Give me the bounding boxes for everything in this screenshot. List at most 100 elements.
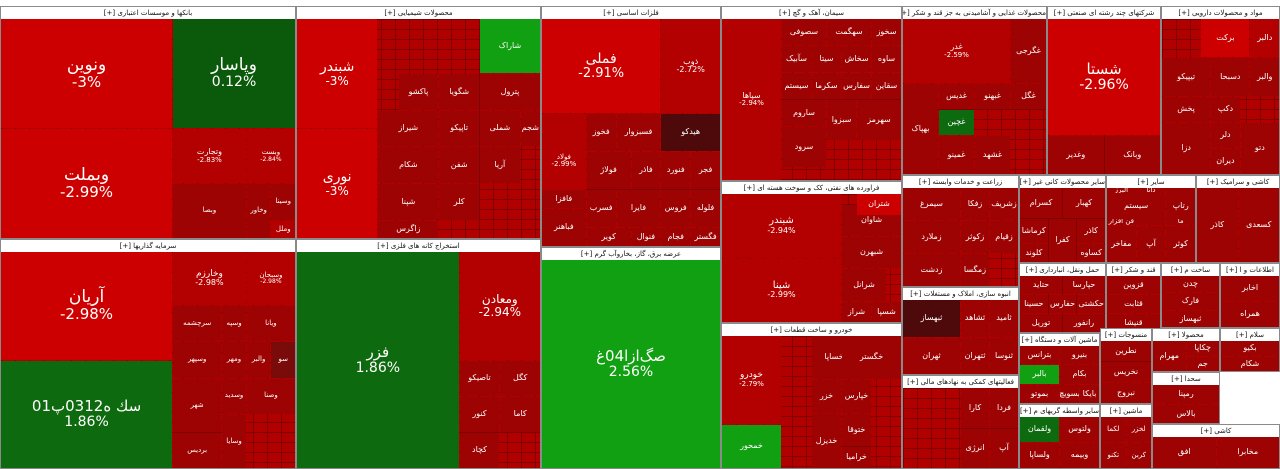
stock-tile[interactable]: غدیس — [939, 84, 974, 109]
stock-tile[interactable]: ثتهران — [961, 337, 989, 374]
stock-tile[interactable]: ثنوسا — [990, 337, 1018, 374]
stock-tile[interactable]: شفن — [439, 147, 479, 183]
stock-tile[interactable]: زفکا — [961, 188, 989, 220]
stock-tile[interactable]: شبهرن — [842, 237, 901, 269]
stock-tile[interactable]: سیمرغ — [903, 188, 960, 220]
stock-tile[interactable]: سفارس — [842, 73, 871, 99]
stock-tile[interactable]: زاگرس — [378, 220, 439, 238]
stock-tile[interactable]: کچاد — [459, 432, 500, 468]
stock-tile[interactable]: ثهران — [903, 337, 960, 374]
stock-tile[interactable]: ساروم — [782, 100, 826, 126]
stock-tile[interactable]: حتاید — [1020, 276, 1062, 294]
stock-tile[interactable]: شجم — [520, 110, 540, 147]
stock-tile[interactable]: بموتو — [1020, 384, 1059, 403]
stock-tile[interactable]: فزر 1.86% — [297, 252, 459, 468]
stock-tile[interactable]: ولقمان — [1020, 417, 1059, 442]
stock-tile[interactable]: ولساپا — [1020, 443, 1059, 468]
stock-tile[interactable]: مفاخر — [1107, 225, 1136, 262]
stock-tile[interactable]: کگل — [500, 360, 540, 396]
stock-tile[interactable]: کاما — [500, 396, 540, 432]
stock-tile[interactable]: وسایا — [222, 414, 246, 468]
stock-tile[interactable]: ونوین -3% — [1, 19, 173, 128]
stock-tile[interactable]: بالبر — [1020, 365, 1059, 384]
stock-tile[interactable]: قزوین — [1107, 276, 1160, 294]
stock-tile[interactable]: وخارزم -2.98% — [173, 252, 246, 306]
stock-tile[interactable]: کرماشا — [1020, 219, 1048, 244]
stock-tile[interactable]: سو — [271, 342, 295, 378]
stock-tile[interactable]: شپنا — [378, 184, 439, 220]
stock-tile[interactable]: افق — [1153, 437, 1216, 468]
stock-tile[interactable]: بسویچ — [1060, 384, 1079, 403]
stock-tile[interactable]: کلر — [439, 184, 479, 220]
stock-tile[interactable]: شسپا — [872, 301, 901, 322]
stock-tile[interactable]: فنوال — [631, 228, 661, 246]
stock-tile[interactable]: سصوفی — [782, 19, 826, 45]
stock-tile[interactable]: غمینو — [939, 136, 974, 174]
stock-tile[interactable]: فنورد — [661, 152, 691, 189]
stock-tile[interactable]: وبصا — [173, 184, 246, 238]
stock-tile[interactable]: وتجارت -2.83% — [173, 129, 246, 183]
stock-tile[interactable]: فجام — [661, 228, 691, 246]
stock-tile[interactable]: خزر — [812, 380, 841, 413]
stock-tile[interactable]: شملی — [480, 110, 520, 147]
stock-tile[interactable]: بنیرو — [1060, 346, 1099, 365]
stock-tile[interactable]: بردیس — [173, 432, 222, 468]
stock-tile[interactable]: وسپه — [222, 306, 246, 342]
stock-tile[interactable]: بترانس — [1020, 346, 1059, 365]
stock-tile[interactable]: سرود — [782, 127, 826, 167]
stock-tile[interactable]: شکام — [1221, 356, 1279, 371]
stock-tile[interactable]: ثبهساز — [1162, 310, 1219, 327]
stock-tile[interactable]: کفرا — [1048, 219, 1077, 262]
stock-tile[interactable]: سرچشمه — [173, 306, 222, 342]
stock-tile[interactable]: وملل — [271, 220, 295, 238]
stock-tile[interactable]: تاصیکو — [459, 360, 500, 396]
stock-tile[interactable]: سیتا — [812, 46, 841, 72]
stock-tile[interactable]: دتو — [1240, 123, 1279, 174]
stock-tile[interactable]: ولتوس — [1060, 417, 1099, 442]
stock-tile[interactable]: شکام — [378, 147, 439, 183]
stock-tile[interactable]: شرانل — [842, 269, 886, 301]
stock-tile[interactable]: سخاش — [842, 46, 871, 72]
stock-tile[interactable]: دلر — [1211, 123, 1240, 148]
stock-tile[interactable]: برکت — [1201, 19, 1250, 57]
stock-tile[interactable]: ومعادن -2.94% — [459, 252, 540, 360]
stock-tile[interactable]: خمحور — [722, 424, 781, 468]
stock-tile[interactable]: فاذر — [631, 152, 661, 189]
stock-tile[interactable]: شهر — [173, 378, 222, 432]
stock-tile[interactable]: جم — [1186, 356, 1219, 371]
stock-tile[interactable]: البرز — [1107, 188, 1136, 194]
stock-tile[interactable]: لکما — [1101, 417, 1126, 442]
stock-tile[interactable]: بهپاک — [903, 84, 938, 174]
stock-tile[interactable]: کسرام — [1020, 188, 1062, 219]
stock-tile[interactable]: لخزر — [1126, 417, 1151, 442]
stock-tile[interactable]: خودرو -2.79% — [722, 336, 781, 424]
stock-tile[interactable]: چدن — [1162, 276, 1219, 293]
stock-tile[interactable]: وسینا — [271, 184, 295, 220]
stock-tile[interactable]: سك ه0312پ01 1.86% — [1, 360, 173, 468]
stock-tile[interactable]: وسبحان -2.98% — [246, 252, 295, 306]
stock-tile[interactable]: والبر — [1250, 58, 1279, 96]
stock-tile[interactable]: شستا -2.96% — [1048, 19, 1160, 135]
stock-tile[interactable]: فگستر — [691, 228, 720, 246]
stock-tile[interactable]: وسدید — [222, 378, 246, 414]
stock-tile[interactable]: سپاها -2.94% — [722, 19, 781, 180]
stock-tile[interactable]: سیستم — [1107, 188, 1166, 225]
stock-tile[interactable]: شبندر -2.94% — [722, 194, 841, 258]
stock-tile[interactable]: فافزا — [542, 190, 586, 208]
stock-tile[interactable]: سهرمز — [857, 100, 901, 140]
stock-tile[interactable]: مخابرا — [1216, 437, 1279, 468]
stock-tile[interactable]: کوثر — [1166, 225, 1195, 262]
stock-tile[interactable]: حفارس — [1048, 295, 1077, 313]
stock-tile[interactable]: غچین — [939, 110, 974, 135]
stock-tile[interactable]: فملی -2.91% — [542, 19, 661, 113]
stock-tile[interactable]: فردا — [990, 388, 1018, 428]
stock-tile[interactable]: شراز — [842, 301, 871, 322]
stock-tile[interactable]: چکاپا — [1186, 341, 1219, 356]
stock-tile[interactable]: خگستر — [842, 336, 901, 380]
stock-tile[interactable]: فروس — [661, 190, 691, 227]
stock-tile[interactable]: قنیشا — [1107, 314, 1160, 332]
stock-tile[interactable]: فولاژ — [586, 152, 631, 189]
stock-tile[interactable]: دانا — [1136, 188, 1166, 194]
stock-tile[interactable]: وسپهر — [173, 342, 222, 378]
stock-tile[interactable]: وخاور — [246, 184, 271, 238]
